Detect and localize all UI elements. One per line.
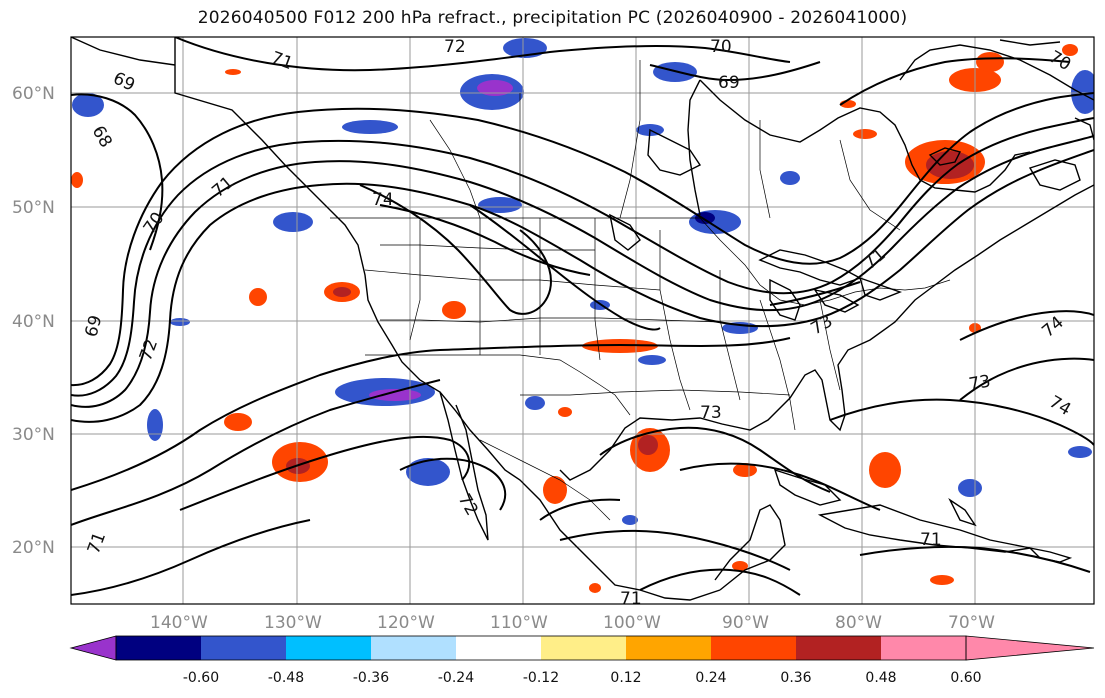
- colorbar-tick-label: -0.24: [438, 670, 474, 686]
- contour-label: 73: [700, 403, 722, 423]
- colorbar-segment: [881, 636, 966, 660]
- colorbar-segment: [201, 636, 286, 660]
- colorbar-segment: [371, 636, 456, 660]
- contour-label: 71: [920, 530, 942, 550]
- colorbar-tick-label: -0.48: [268, 670, 304, 686]
- lon-label: 110°W: [490, 613, 548, 633]
- refractivity-contours: [71, 37, 1094, 596]
- contour-label: 71: [620, 589, 642, 609]
- contour-label: 74: [372, 190, 394, 210]
- lat-label: 20°N: [12, 538, 55, 558]
- lon-label: 80°W: [835, 613, 882, 633]
- lat-label: 50°N: [12, 198, 55, 218]
- political-borders: [330, 60, 951, 521]
- latitude-labels: 20°N 30°N 40°N 50°N 60°N: [12, 84, 55, 558]
- colorbar-segment: [116, 636, 201, 660]
- lat-label: 60°N: [12, 84, 55, 104]
- coastlines: [71, 37, 1094, 601]
- colorbar-tick-label: -0.60: [183, 670, 219, 686]
- colorbar-segment: [626, 636, 711, 660]
- colorbar-segment: [69, 635, 117, 661]
- contour-label: 70: [710, 37, 732, 57]
- lon-label: 140°W: [150, 613, 208, 633]
- colorbar-tick-label: -0.12: [523, 670, 559, 686]
- colorbar-tick-label: 0.24: [695, 670, 726, 686]
- colorbar-tick-label: 0.12: [610, 670, 641, 686]
- lon-label: 120°W: [377, 613, 435, 633]
- lat-label: 40°N: [12, 312, 55, 332]
- lon-label: 90°W: [722, 613, 769, 633]
- colorbar-tick-label: -0.36: [353, 670, 389, 686]
- colorbar-segment: [966, 636, 1094, 660]
- lon-label: 70°W: [948, 613, 995, 633]
- colorbar: -0.60 -0.48 -0.36 -0.24 -0.12 0.12 0.24 …: [69, 635, 1095, 686]
- longitude-labels: 140°W 130°W 120°W 110°W 100°W 90°W 80°W …: [150, 613, 995, 633]
- lat-label: 30°N: [12, 425, 55, 445]
- colorbar-tick-label: 0.60: [950, 670, 981, 686]
- contour-label: 69: [718, 73, 740, 93]
- map-title: 2026040500 F012 200 hPa refract., precip…: [197, 8, 908, 28]
- colorbar-segment: [456, 636, 541, 660]
- colorbar-tick-label: 0.48: [865, 670, 896, 686]
- colorbar-segment: [711, 636, 796, 660]
- map-frame: [70, 36, 1095, 605]
- colorbar-segment: [286, 636, 371, 660]
- contour-label: 73: [967, 371, 992, 394]
- colorbar-segment: [541, 636, 626, 660]
- lon-label: 130°W: [264, 613, 322, 633]
- lon-label: 100°W: [603, 613, 661, 633]
- map-panel: 72 70 69 71 68 71 70 74 72 69 73 73 74 7…: [71, 37, 1094, 609]
- contour-label: 72: [444, 37, 466, 57]
- colorbar-segment: [796, 636, 881, 660]
- colorbar-tick-label: 0.36: [780, 670, 811, 686]
